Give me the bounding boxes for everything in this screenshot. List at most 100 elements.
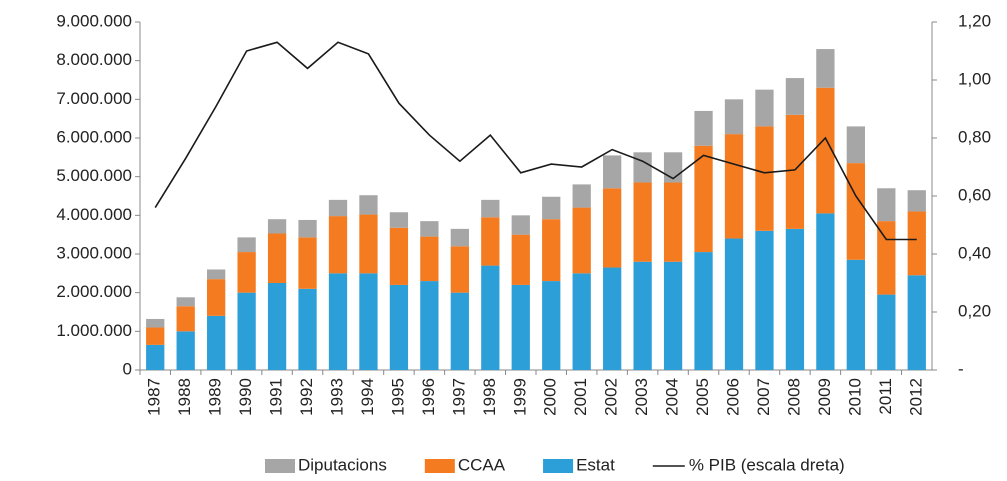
bar-segment bbox=[389, 284, 409, 370]
bar-segment bbox=[755, 230, 774, 370]
bar-segment bbox=[785, 114, 805, 229]
x-tick-label: 2004 bbox=[663, 378, 682, 416]
bar-segment bbox=[907, 275, 926, 370]
bar-segment bbox=[267, 219, 287, 234]
bar-segment bbox=[694, 110, 713, 146]
bar-segment bbox=[420, 221, 439, 237]
x-tick-label: 2008 bbox=[784, 378, 803, 416]
x-tick-label: 2005 bbox=[693, 378, 712, 416]
bar-segment bbox=[328, 199, 348, 217]
x-tick-label: 2006 bbox=[723, 378, 742, 416]
bar-segment bbox=[816, 49, 835, 88]
bar-segment bbox=[724, 99, 744, 135]
y-tick-label: 9.000.000 bbox=[56, 11, 132, 30]
y-tick-label: 8.000.000 bbox=[56, 50, 132, 69]
bar-segment bbox=[237, 237, 256, 253]
bar-segment bbox=[389, 212, 409, 228]
bar-segment bbox=[298, 237, 317, 289]
x-tick-label: 2009 bbox=[815, 378, 834, 416]
x-tick-label: 2000 bbox=[541, 378, 560, 416]
bar-segment bbox=[542, 219, 561, 282]
x-tick-label: 2007 bbox=[754, 378, 773, 416]
legend-label: Diputacions bbox=[298, 455, 387, 474]
bar-segment bbox=[846, 126, 865, 164]
y-tick-label: 2.000.000 bbox=[56, 282, 132, 301]
bar-segment bbox=[176, 331, 195, 370]
y2-tick-label: 1,20 bbox=[958, 11, 991, 30]
bar-segment bbox=[267, 283, 287, 370]
y-tick-label: 0 bbox=[123, 359, 132, 378]
bar-segment bbox=[511, 234, 530, 285]
bar-segment bbox=[907, 190, 926, 212]
bar-segment bbox=[237, 252, 256, 293]
bar-segment bbox=[359, 214, 378, 274]
bar-segment bbox=[146, 327, 165, 345]
y2-tick-label: - bbox=[958, 359, 964, 378]
legend-swatch bbox=[424, 459, 455, 473]
y2-tick-label: 0,80 bbox=[958, 127, 991, 146]
x-tick-label: 2002 bbox=[602, 378, 621, 416]
bar-segment bbox=[176, 297, 195, 307]
x-tick-label: 1997 bbox=[449, 378, 468, 416]
y-tick-label: 6.000.000 bbox=[56, 127, 132, 146]
x-tick-label: 2003 bbox=[632, 378, 651, 416]
y-tick-label: 1.000.000 bbox=[56, 321, 132, 340]
bar-segment bbox=[511, 215, 530, 235]
x-tick-label: 1994 bbox=[358, 378, 377, 416]
bar-segment bbox=[328, 216, 348, 274]
bar-segment bbox=[511, 284, 530, 370]
bar-segment bbox=[663, 182, 683, 262]
bar-segment bbox=[877, 188, 896, 222]
bar-segment bbox=[207, 269, 226, 280]
bar-segment bbox=[328, 273, 348, 370]
bar-segment bbox=[207, 279, 226, 316]
bar-segment bbox=[755, 89, 774, 127]
bar-segment bbox=[572, 273, 591, 370]
bar-segment bbox=[785, 228, 805, 370]
bar-segment bbox=[724, 134, 744, 239]
bar-segment bbox=[450, 246, 469, 293]
x-tick-label: 2010 bbox=[845, 378, 864, 416]
x-tick-label: 1998 bbox=[480, 378, 499, 416]
bar-segment bbox=[724, 238, 744, 370]
bar-segment bbox=[450, 228, 469, 247]
bar-segment bbox=[481, 217, 500, 266]
bar-segment bbox=[359, 195, 378, 215]
bar-segment bbox=[663, 261, 683, 370]
legend-swatch bbox=[543, 459, 574, 473]
x-tick-label: 1991 bbox=[267, 378, 286, 416]
bar-segment bbox=[694, 145, 713, 253]
bar-segment bbox=[237, 292, 256, 370]
bar-segment bbox=[846, 163, 865, 260]
y-tick-label: 5.000.000 bbox=[56, 166, 132, 185]
bar-segment bbox=[298, 288, 317, 370]
bar-segment bbox=[572, 184, 591, 208]
bar-segment bbox=[420, 236, 439, 282]
bar-segment bbox=[542, 196, 561, 220]
legend-swatch bbox=[265, 459, 295, 473]
bar-segment bbox=[481, 265, 500, 370]
bar-segment bbox=[694, 252, 713, 370]
x-tick-label: 1987 bbox=[145, 378, 164, 416]
y2-tick-label: 0,20 bbox=[958, 301, 991, 320]
bar-segment bbox=[207, 315, 226, 370]
legend-label: Estat bbox=[576, 455, 615, 474]
bar-segment bbox=[389, 227, 409, 285]
bar-segment bbox=[785, 78, 805, 115]
bar-segment bbox=[359, 273, 378, 370]
line-series bbox=[154, 41, 917, 241]
bar-segment bbox=[907, 211, 926, 276]
bar-segment bbox=[450, 292, 469, 370]
x-tick-label: 1988 bbox=[175, 378, 194, 416]
x-tick-label: 1989 bbox=[206, 378, 225, 416]
bar-segment bbox=[633, 261, 652, 370]
legend-label: % PIB (escala dreta) bbox=[689, 455, 845, 474]
bar-segment bbox=[633, 182, 652, 262]
y2-tick-label: 0,40 bbox=[958, 243, 991, 262]
bar-segment bbox=[633, 152, 652, 183]
x-tick-label: 2001 bbox=[571, 378, 590, 416]
x-tick-label: 1995 bbox=[388, 378, 407, 416]
bar-segment bbox=[572, 207, 591, 274]
y2-tick-label: 0,60 bbox=[958, 185, 991, 204]
